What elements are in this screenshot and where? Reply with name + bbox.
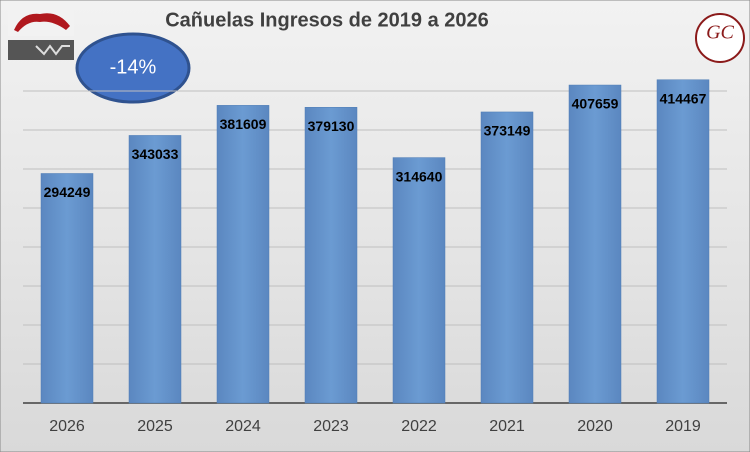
x-tick-label: 2019 [665, 418, 701, 435]
value-label: 407659 [572, 96, 619, 112]
annotation: -14% [110, 56, 157, 78]
bar [128, 135, 182, 404]
bar [40, 173, 94, 404]
value-label: 373149 [484, 123, 531, 139]
chart-title: Cañuelas Ingresos de 2019 a 2026 [165, 9, 489, 31]
value-label: 314640 [396, 168, 443, 184]
bar [392, 157, 446, 404]
logo-left [8, 6, 74, 60]
value-label: 414467 [660, 90, 707, 106]
x-tick-label: 2020 [577, 418, 613, 435]
value-label: 343033 [132, 146, 179, 162]
bar [480, 111, 534, 404]
value-label: 294249 [44, 184, 91, 200]
logo-mark [35, 44, 70, 56]
x-tick-label: 2024 [225, 418, 261, 435]
x-tick-label: 2026 [49, 418, 85, 435]
logo-circle [695, 13, 745, 63]
value-label: 379130 [308, 118, 355, 134]
logo-right: GC [695, 13, 745, 63]
x-tick-label: 2021 [489, 418, 525, 435]
bar [216, 105, 270, 404]
annotation-ellipse [75, 32, 191, 104]
x-tick-label: 2023 [313, 418, 349, 435]
logo-shape [14, 13, 70, 32]
x-tick-label: 2025 [137, 418, 173, 435]
bar [304, 107, 358, 404]
x-tick-label: 2022 [401, 418, 437, 435]
bar [656, 79, 710, 404]
bar [568, 84, 622, 404]
logo-text: GC [706, 22, 734, 44]
value-label: 381609 [220, 116, 267, 132]
